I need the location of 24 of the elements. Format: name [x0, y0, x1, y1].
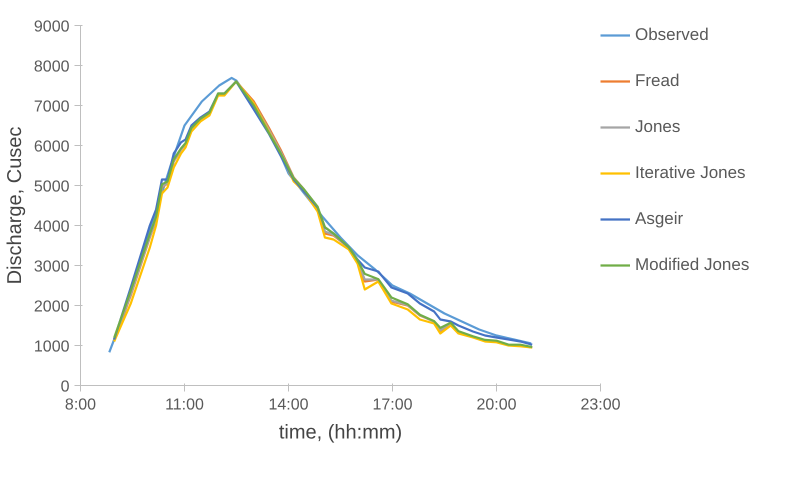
y-tick-label: 0	[60, 378, 70, 396]
y-axis-title: Discharge, Cusec	[4, 126, 26, 284]
legend-label: Iterative Jones	[635, 163, 746, 183]
legend-label: Asgeir	[635, 209, 684, 229]
y-tick-label: 3000	[34, 258, 70, 276]
y-tick-label: 1000	[34, 338, 70, 356]
y-tick-label: 5000	[34, 178, 70, 196]
x-tick-label: 11:00	[165, 396, 204, 414]
x-tick-label: 23:00	[580, 396, 621, 414]
y-tick-label: 7000	[34, 98, 70, 116]
x-axis-title: time, (hh:mm)	[278, 422, 402, 444]
y-tick-label: 9000	[34, 18, 70, 36]
x-tick-label: 8:00	[64, 396, 96, 414]
legend-label: Observed	[635, 25, 709, 45]
x-tick-label: 20:00	[476, 396, 517, 414]
y-tick-label: 8000	[34, 58, 70, 76]
y-tick-label: 4000	[34, 218, 70, 236]
x-tick-label: 17:00	[372, 396, 413, 414]
y-tick-label: 2000	[34, 298, 70, 316]
y-tick-label: 6000	[34, 138, 70, 156]
x-tick-label: 14:00	[268, 396, 309, 414]
legend-label: Jones	[635, 117, 680, 137]
legend-label: Modified Jones	[635, 255, 750, 275]
legend-label: Fread	[635, 71, 680, 91]
